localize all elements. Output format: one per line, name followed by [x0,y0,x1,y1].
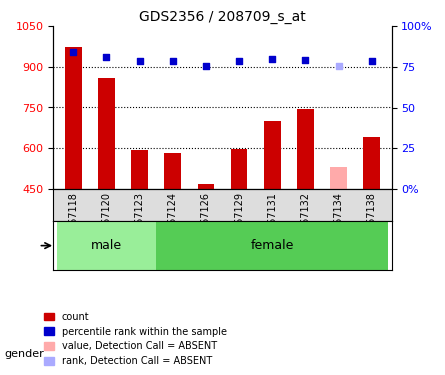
Bar [297,110,314,189]
Text: GSM67124: GSM67124 [168,192,178,245]
Point [235,58,243,64]
Point [103,54,110,60]
Bar [198,184,214,189]
Bar [264,121,280,189]
Text: female: female [251,239,294,252]
Text: male: male [91,239,122,252]
Point [70,49,77,55]
Text: GSM67118: GSM67118 [68,192,78,245]
Text: GSM67131: GSM67131 [267,192,277,245]
Text: GSM67134: GSM67134 [334,192,344,245]
Point [202,63,210,69]
Text: GSM67123: GSM67123 [134,192,145,245]
Bar [231,148,247,189]
Point [302,57,309,63]
Point [269,56,276,62]
Text: GSM67126: GSM67126 [201,192,211,245]
Bar [330,167,347,189]
Bar [65,46,81,189]
Bar [57,221,156,270]
Bar [156,221,388,270]
Point [335,63,342,69]
Text: GSM67138: GSM67138 [367,192,377,245]
Title: GDS2356 / 208709_s_at: GDS2356 / 208709_s_at [139,10,306,24]
Text: GSM67120: GSM67120 [101,192,111,245]
Text: GSM67129: GSM67129 [234,192,244,245]
Point [169,58,176,64]
Point [136,58,143,64]
Legend: count, percentile rank within the sample, value, Detection Call = ABSENT, rank, : count, percentile rank within the sample… [40,308,231,370]
Bar [131,150,148,189]
Bar [165,153,181,189]
Bar [364,137,380,189]
Bar [98,78,115,189]
Text: GSM67132: GSM67132 [300,192,311,245]
Text: gender: gender [4,350,44,359]
Point [368,58,375,64]
